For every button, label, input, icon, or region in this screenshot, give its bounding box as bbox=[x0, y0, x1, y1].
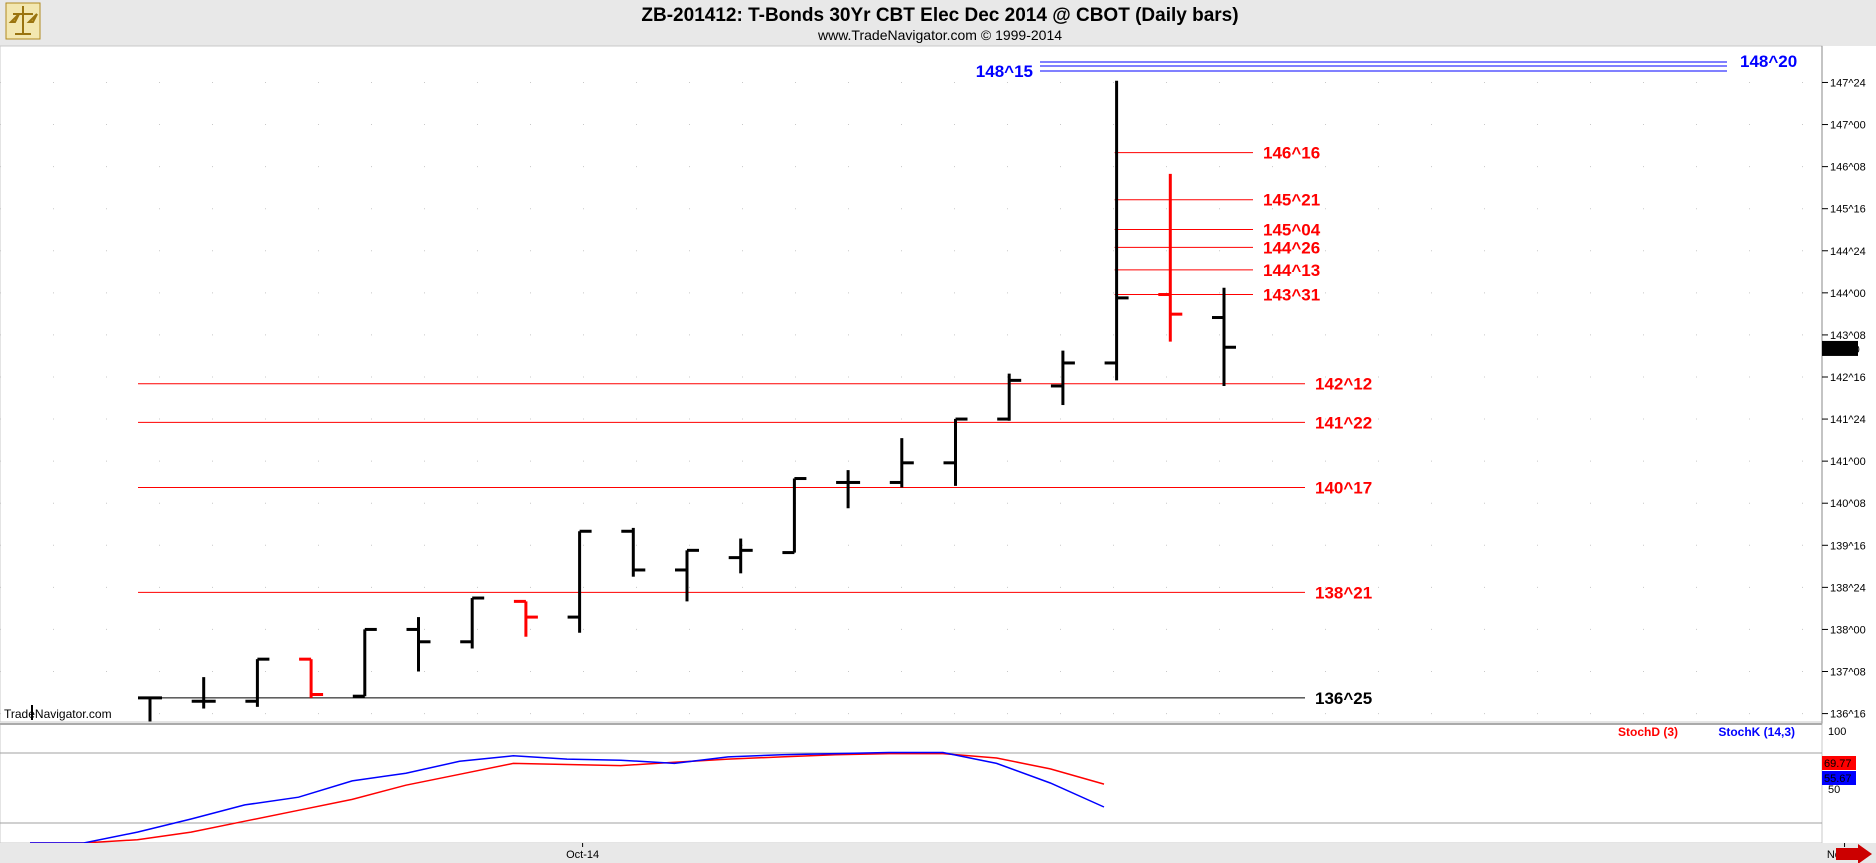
ohlc-bar bbox=[138, 696, 162, 722]
legend-stochd: StochD (3) bbox=[1618, 725, 1678, 739]
last-price-label: 142^30 bbox=[1824, 344, 1860, 356]
level-label: 146^16 bbox=[1263, 144, 1320, 163]
y-tick-label: 144^24 bbox=[1830, 246, 1866, 258]
stochd-line bbox=[30, 752, 1105, 844]
chart-title: ZB-201412: T-Bonds 30Yr CBT Elec Dec 201… bbox=[641, 5, 1238, 26]
ohlc-bar bbox=[191, 677, 216, 709]
time-axis: Oct-14Nov-14 bbox=[0, 843, 1876, 863]
scroll-right-icon[interactable] bbox=[1836, 844, 1872, 863]
y-tick-label: 138^00 bbox=[1830, 624, 1866, 636]
y-tick-label: 142^16 bbox=[1830, 372, 1866, 384]
stochk-value: 55.67 bbox=[1824, 773, 1852, 785]
stochk-value-box bbox=[1822, 771, 1856, 785]
level-label: 144^13 bbox=[1263, 261, 1320, 280]
y-tick-label: 139^16 bbox=[1830, 540, 1866, 552]
y-tick-label: 145^16 bbox=[1830, 204, 1866, 216]
y-tick-label: 141^00 bbox=[1830, 456, 1866, 468]
ohlc-bar bbox=[782, 477, 807, 555]
stochk-line bbox=[30, 751, 1105, 844]
ohlc-bar bbox=[836, 470, 861, 509]
level-label: 142^12 bbox=[1315, 375, 1372, 394]
level-label: 144^26 bbox=[1263, 238, 1320, 257]
resistance-high-label: 148^20 bbox=[1740, 52, 1797, 71]
ohlc-bar bbox=[997, 373, 1022, 421]
y-tick-label: 143^08 bbox=[1830, 330, 1866, 342]
ohlc-bar bbox=[943, 417, 968, 486]
y-tick-label: 144^00 bbox=[1830, 288, 1866, 300]
level-label: 145^04 bbox=[1263, 220, 1321, 239]
ohlc-bar bbox=[1104, 80, 1129, 381]
y-tick-label: 147^00 bbox=[1830, 120, 1866, 132]
stoch-tick-50: 50 bbox=[1828, 784, 1840, 796]
ohlc-bar bbox=[352, 627, 377, 698]
stoch-tick-100: 100 bbox=[1828, 726, 1846, 738]
level-label: 143^31 bbox=[1263, 286, 1320, 305]
stochastic-lines bbox=[30, 751, 1105, 844]
ohlc-bar bbox=[460, 596, 485, 649]
stochastic-panel: StochD (3) StochK (14,3) 100 50 69.77 55… bbox=[0, 723, 1856, 844]
ohlc-bar bbox=[1212, 287, 1236, 386]
ohlc-bars bbox=[138, 80, 1236, 722]
y-tick-label: 147^24 bbox=[1830, 77, 1866, 89]
level-label: 136^25 bbox=[1315, 689, 1372, 708]
ohlc-bar bbox=[1158, 173, 1183, 342]
stochd-value-box bbox=[1822, 756, 1856, 770]
ohlc-bar bbox=[299, 657, 324, 698]
level-label: 145^21 bbox=[1263, 191, 1320, 210]
price-axis: 136^16 137^08 138^00 138^24 139^16 140^08 141^… bbox=[1821, 46, 1866, 843]
ohlc-bar bbox=[513, 599, 538, 637]
y-tick-label: 138^24 bbox=[1830, 582, 1866, 594]
y-tick-label: 141^24 bbox=[1830, 414, 1866, 426]
ohlc-bar bbox=[621, 527, 646, 577]
chart-subtitle: www.TradeNavigator.com © 1999-2014 bbox=[817, 27, 1062, 43]
ohlc-bar bbox=[406, 617, 431, 672]
level-label: 140^17 bbox=[1315, 479, 1372, 498]
x-tick-label: Oct-14 bbox=[566, 849, 599, 861]
resistance-low-label: 148^15 bbox=[976, 62, 1033, 81]
level-label: 141^22 bbox=[1315, 413, 1372, 432]
y-tick-label: 146^08 bbox=[1830, 162, 1866, 174]
level-label: 138^21 bbox=[1315, 583, 1372, 602]
ohlc-bar bbox=[728, 538, 753, 574]
ohlc-bar bbox=[675, 548, 699, 602]
y-tick-label: 140^08 bbox=[1830, 498, 1866, 510]
stochd-value: 69.77 bbox=[1824, 758, 1852, 770]
ohlc-bar bbox=[567, 529, 592, 633]
level-lines: 136^25 138^21 140^17 141^22 142^12 143^31 144^… bbox=[138, 52, 1797, 708]
header-bar bbox=[0, 0, 1876, 46]
price-panel: 136^25 138^21 140^17 141^22 142^12 143^31 144^… bbox=[0, 45, 1823, 723]
watermark: TradeNavigator.com bbox=[4, 707, 112, 721]
logo-icon bbox=[5, 2, 41, 40]
y-tick-label: 137^08 bbox=[1830, 667, 1866, 679]
ohlc-bar bbox=[1050, 350, 1075, 406]
last-price-box bbox=[1822, 340, 1858, 356]
y-tick-label: 136^16 bbox=[1830, 709, 1866, 721]
ohlc-bar bbox=[889, 438, 914, 488]
legend-stochk: StochK (14,3) bbox=[1718, 725, 1795, 739]
ohlc-bar bbox=[245, 657, 270, 707]
